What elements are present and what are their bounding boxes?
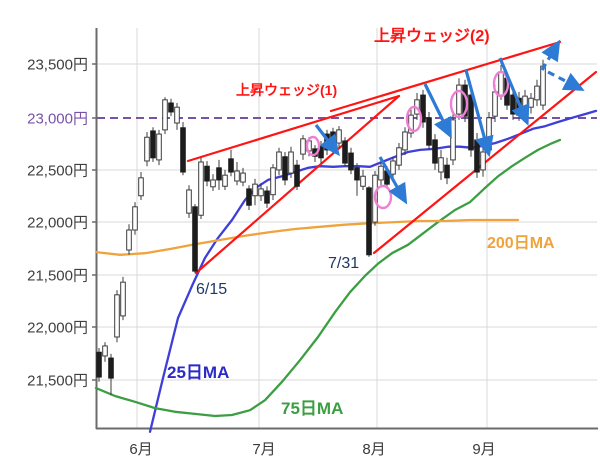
- candle-down: [294, 164, 300, 187]
- candle-down: [150, 130, 156, 159]
- decline-arrow: [498, 57, 530, 126]
- candle-up: [186, 189, 192, 214]
- highlight-ellipse: [492, 70, 510, 98]
- x-axis-label-june: 6月: [129, 441, 153, 458]
- candle-up: [252, 183, 258, 197]
- candle-up: [258, 188, 264, 197]
- y-axis-label: 21,500円: [27, 372, 88, 390]
- ma200-legend-label: 200日MA: [487, 235, 555, 252]
- candle-down: [432, 139, 438, 164]
- candle-up: [438, 157, 444, 173]
- candle-up: [126, 229, 132, 251]
- highlight-ellipse: [305, 135, 321, 157]
- candle-up: [396, 147, 402, 166]
- candle-up: [534, 85, 540, 101]
- highlight-ellipse: [449, 89, 469, 119]
- candle-up: [144, 136, 150, 162]
- candle-down: [366, 187, 372, 256]
- candle-down: [204, 165, 210, 182]
- candle-up: [132, 206, 138, 231]
- candle-up: [210, 179, 216, 188]
- candle-down: [282, 156, 288, 181]
- candle-up: [450, 119, 456, 161]
- candle-up: [222, 174, 228, 187]
- candle-down: [168, 102, 174, 113]
- candle-up: [138, 177, 144, 197]
- candle-up: [162, 99, 168, 131]
- y-axis-label: 21,500円: [27, 267, 88, 285]
- ma-line-25日MA: [148, 109, 598, 433]
- date-label-6-15: 6/15: [196, 281, 228, 298]
- y-axis-label: 22,000円: [27, 214, 88, 232]
- candle-up: [240, 172, 246, 183]
- candle-up: [402, 131, 408, 151]
- candle-down: [420, 94, 426, 123]
- decline-arrow: [378, 156, 408, 205]
- decline-arrow: [464, 69, 494, 158]
- candle-down: [468, 94, 474, 151]
- decline-arrow: [314, 124, 340, 157]
- candle-up: [276, 151, 282, 171]
- projection-arrow-dashed: [540, 39, 561, 71]
- candle-down: [96, 351, 102, 378]
- x-axis-label-july: 7月: [252, 441, 276, 458]
- wedge2-upper: [329, 40, 562, 113]
- candle-up: [288, 151, 294, 174]
- candle-down: [228, 158, 234, 173]
- y-axis-label: 23,500円: [27, 56, 88, 74]
- candle-up: [378, 165, 384, 181]
- candle-up: [114, 294, 120, 338]
- ma25-legend-label: 25日MA: [167, 363, 230, 382]
- candle-up: [198, 161, 204, 216]
- x-axis-label-september: 9月: [472, 441, 496, 458]
- candle-down: [108, 357, 114, 379]
- rising-wedge-2-label: 上昇ウェッジ(2): [374, 28, 490, 45]
- candle-up: [336, 129, 342, 144]
- candle-up: [456, 84, 462, 115]
- candle-up: [480, 151, 486, 171]
- highlight-ellipse: [405, 105, 423, 133]
- candle-up: [156, 133, 162, 161]
- candle-down: [354, 167, 360, 181]
- candle-up: [300, 138, 306, 155]
- candle-down: [444, 164, 450, 179]
- candle-down: [216, 167, 222, 181]
- candle-up: [540, 65, 546, 106]
- candle-up: [270, 167, 276, 196]
- candle-up: [498, 71, 504, 96]
- candle-up: [522, 95, 528, 111]
- y-axis-label-23000: 23,000円: [27, 110, 88, 128]
- candle-down: [246, 188, 252, 206]
- candle-up: [528, 97, 534, 108]
- candle-down: [192, 206, 198, 272]
- candle-up: [102, 345, 108, 357]
- candle-down: [426, 117, 432, 146]
- candle-down: [342, 140, 348, 164]
- y-axis-label: 22,500円: [27, 162, 88, 180]
- candle-up: [492, 91, 498, 117]
- candle-down: [264, 190, 270, 204]
- candle-down: [180, 127, 186, 173]
- ma-line-75日MA: [94, 138, 562, 418]
- decline-arrow: [423, 83, 452, 139]
- date-label-7-31: 7/31: [328, 255, 360, 272]
- projection-arrow-dashed: [547, 70, 585, 91]
- y-axis-label: 22,000円: [27, 319, 88, 337]
- candle-up: [360, 175, 366, 187]
- wedge1-upper: [186, 94, 401, 163]
- ma-line-200日MA: [94, 218, 520, 256]
- rising-wedge-1-label: 上昇ウェッジ(1): [236, 82, 338, 98]
- candle-up: [390, 160, 396, 175]
- ma75-legend-label: 75日MA: [281, 399, 344, 418]
- x-axis-label-august: 8月: [362, 441, 386, 458]
- candle-down: [510, 94, 516, 115]
- candle-up: [174, 106, 180, 124]
- candle-down: [348, 152, 354, 171]
- candle-down: [474, 139, 480, 173]
- candle-up: [120, 281, 126, 317]
- candle-up: [234, 170, 240, 182]
